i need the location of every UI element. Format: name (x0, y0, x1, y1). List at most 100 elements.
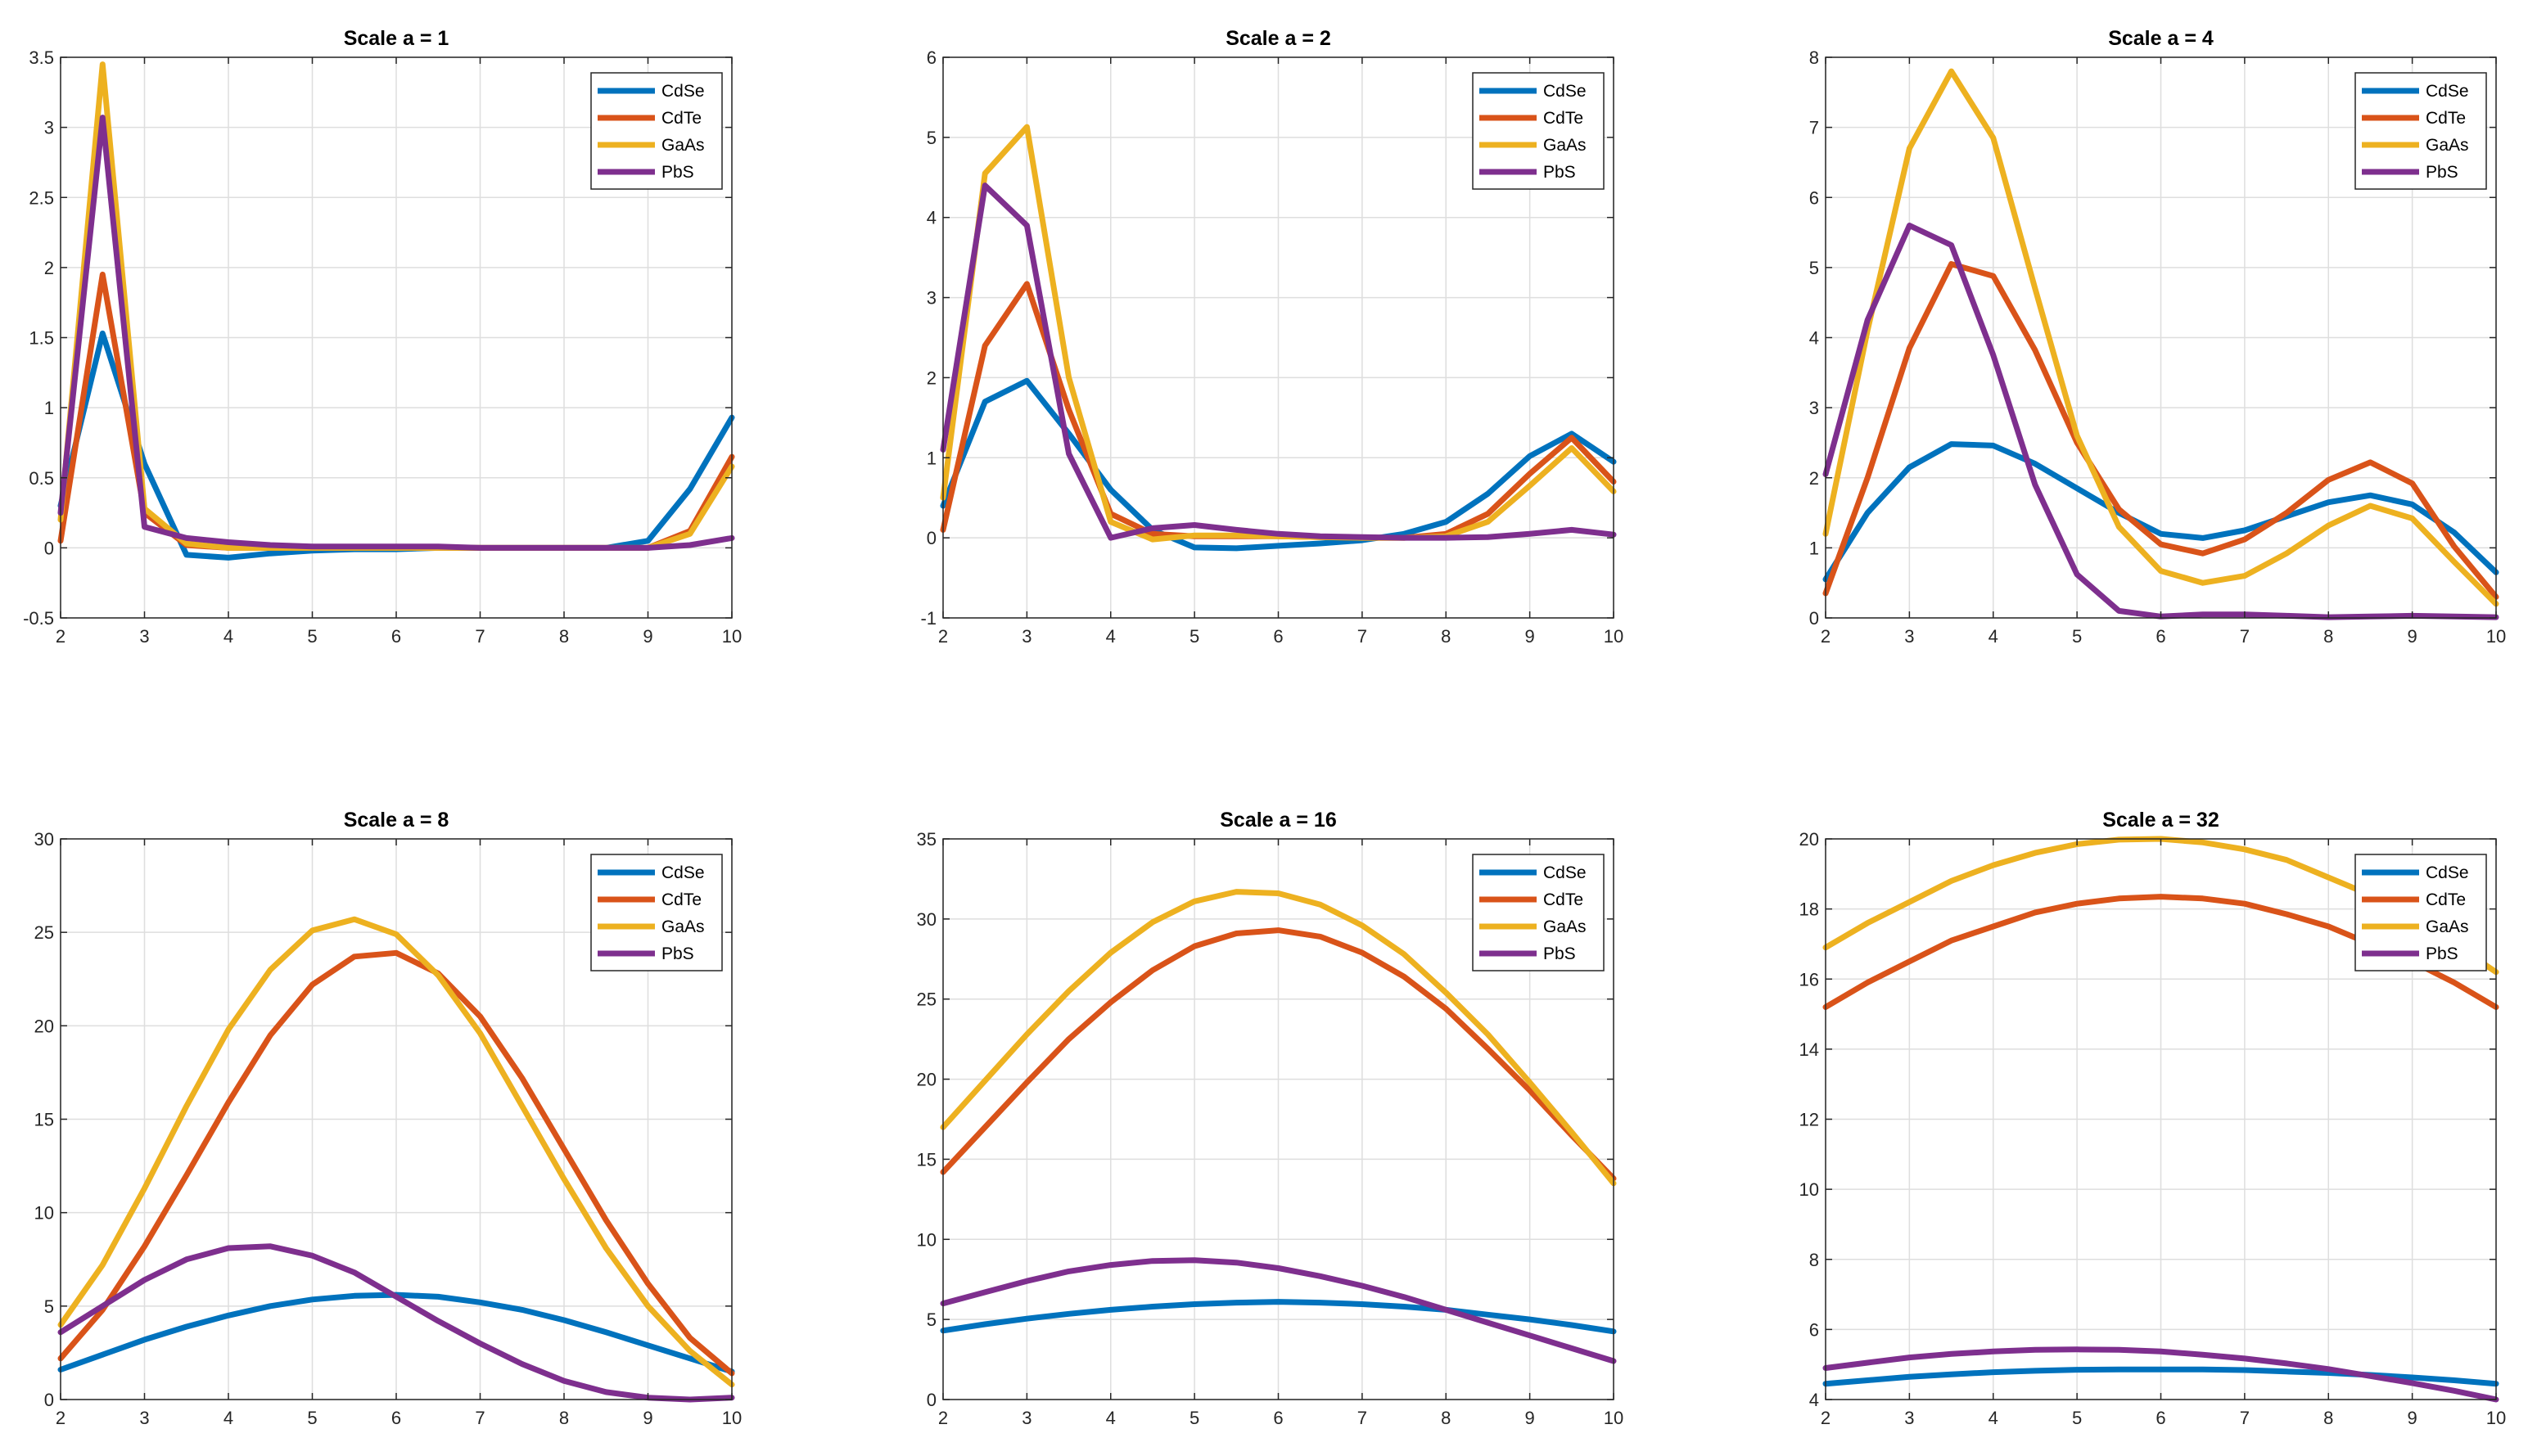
x-tick-label: 3 (1022, 1408, 1032, 1428)
series-line-cdse (940, 377, 1617, 552)
y-tick-label: 16 (1799, 969, 1819, 989)
x-tick-label: 8 (559, 626, 569, 647)
x-tick-label: 5 (1190, 1408, 1199, 1428)
y-tick-label: 35 (917, 829, 937, 850)
chart-title: Scale a = 8 (344, 809, 449, 832)
legend-label-pbs: PbS (2426, 163, 2458, 182)
legend-label-cdse: CdSe (1543, 82, 1587, 101)
x-tick-label: 10 (722, 626, 742, 647)
y-tick-label: 7 (1809, 118, 1819, 138)
y-tick-label: 5 (927, 128, 937, 148)
y-tick-label: 2.5 (29, 187, 54, 208)
legend: CdSe CdTe GaAs PbS (1472, 72, 1605, 190)
x-tick-label: 4 (1989, 1408, 1998, 1428)
y-tick-label: -1 (920, 608, 937, 629)
x-tick-label: 8 (1441, 626, 1451, 647)
x-tick-label: 3 (1904, 626, 1914, 647)
legend-label-cdse: CdSe (661, 82, 705, 101)
y-tick-label: 8 (1809, 1250, 1819, 1270)
legend-label-gaas: GaAs (2426, 136, 2469, 155)
legend-label-pbs: PbS (2426, 944, 2458, 963)
y-tick-label: 3.5 (29, 47, 54, 68)
y-tick-label: 0 (44, 538, 54, 558)
x-tick-label: 9 (2408, 1408, 2417, 1428)
legend-label-pbs: PbS (1543, 944, 1576, 963)
chart-title: Scale a = 2 (1226, 27, 1331, 50)
y-tick-label: 0 (927, 1390, 937, 1410)
y-tick-label: 2 (927, 367, 937, 388)
x-tick-label: 7 (475, 626, 485, 647)
y-tick-label: 6 (1809, 187, 1819, 208)
y-tick-label: 15 (917, 1149, 937, 1170)
legend-label-gaas: GaAs (1543, 136, 1587, 155)
x-tick-label: 10 (1604, 1408, 1623, 1428)
x-tick-label: 9 (1525, 626, 1535, 647)
x-tick-label: 10 (1604, 626, 1623, 647)
x-tick-label: 3 (139, 1408, 149, 1428)
legend-label-cdte: CdTe (661, 890, 702, 909)
x-tick-label: 4 (1106, 1408, 1116, 1428)
y-tick-label: 15 (34, 1110, 54, 1130)
series-line-cdte (57, 949, 735, 1377)
x-tick-label: 3 (1022, 626, 1032, 647)
series-line-pbs (940, 183, 1617, 541)
x-tick-label: 5 (2072, 1408, 2082, 1428)
legend-label-gaas: GaAs (2426, 917, 2469, 936)
y-tick-label: 20 (1799, 829, 1819, 850)
x-tick-label: 4 (1106, 626, 1116, 647)
x-tick-label: 2 (56, 1408, 65, 1428)
x-tick-label: 7 (1357, 626, 1367, 647)
y-tick-label: 14 (1799, 1039, 1819, 1060)
x-tick-label: 9 (1525, 1408, 1535, 1428)
x-tick-label: 10 (2486, 626, 2506, 647)
y-tick-label: 18 (1799, 899, 1819, 920)
legend: CdSe CdTe GaAs PbS (2354, 72, 2487, 190)
x-tick-label: 8 (2323, 626, 2333, 647)
legend-label-cdte: CdTe (2426, 890, 2466, 909)
legend: CdSe CdTe GaAs PbS (1472, 854, 1605, 971)
legend-label-pbs: PbS (1543, 163, 1576, 182)
y-tick-label: 6 (1809, 1319, 1819, 1340)
x-tick-label: 7 (1357, 1408, 1367, 1428)
legend-label-gaas: GaAs (661, 917, 705, 936)
x-tick-label: 3 (1904, 1408, 1914, 1428)
x-tick-label: 4 (223, 626, 233, 647)
y-tick-label: 20 (917, 1070, 937, 1090)
series-line-cdte (1822, 261, 2499, 600)
legend-label-cdte: CdTe (1543, 890, 1583, 909)
x-tick-label: 9 (643, 1408, 652, 1428)
x-tick-label: 2 (938, 1408, 948, 1428)
y-tick-label: 1.5 (29, 328, 54, 349)
y-tick-label: -0.5 (23, 608, 54, 629)
x-tick-label: 5 (307, 626, 317, 647)
y-tick-label: 25 (917, 989, 937, 1010)
y-tick-label: 30 (917, 909, 937, 930)
x-tick-label: 2 (1821, 1408, 1831, 1428)
y-tick-label: 25 (34, 922, 54, 943)
x-tick-label: 2 (56, 626, 65, 647)
chart-2: 2 3 4 5 6 7 8 9 10 -1 0 1 2 3 4 5 6 Scale a = 2 CdSe CdTe Ga… (920, 27, 1623, 647)
chart-6: 2 3 4 5 6 7 8 9 10 4 6 8 10 12 14 16 18 20 Scale a = 32 CdS… (1799, 809, 2507, 1428)
y-tick-label: 20 (34, 1016, 54, 1036)
series-line-gaas (57, 916, 735, 1388)
x-tick-label: 4 (1989, 626, 1998, 647)
series-line-gaas (1822, 68, 2499, 607)
y-tick-label: 1 (927, 448, 937, 468)
x-tick-label: 6 (391, 626, 401, 647)
y-tick-label: 4 (1809, 328, 1819, 349)
y-tick-label: 4 (927, 208, 937, 228)
y-tick-label: 12 (1799, 1110, 1819, 1130)
chart-1: 2 3 4 5 6 7 8 9 10 -0.5 0 0.5 1 1.5 2 2.5 3 3.5 Scale a = … (23, 27, 742, 647)
chart-title: Scale a = 4 (2108, 27, 2214, 50)
chart-title: Scale a = 1 (344, 27, 449, 50)
y-tick-label: 1 (1809, 538, 1819, 558)
legend-label-pbs: PbS (661, 944, 694, 963)
series-line-cdse (1822, 441, 2499, 583)
x-tick-label: 10 (2486, 1408, 2506, 1428)
legend-label-cdte: CdTe (2426, 109, 2466, 128)
y-tick-label: 30 (34, 829, 54, 850)
series-line-gaas (940, 889, 1617, 1187)
x-tick-label: 7 (475, 1408, 485, 1428)
legend-label-cdse: CdSe (2426, 82, 2469, 101)
y-tick-label: 5 (44, 1296, 54, 1317)
